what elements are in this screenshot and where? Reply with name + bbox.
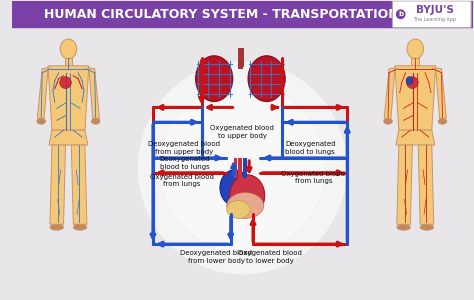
Bar bbox=[243, 158, 247, 178]
Bar bbox=[64, 58, 73, 66]
Polygon shape bbox=[89, 68, 100, 118]
Ellipse shape bbox=[37, 118, 46, 124]
Ellipse shape bbox=[196, 56, 233, 101]
Ellipse shape bbox=[407, 39, 424, 59]
Ellipse shape bbox=[397, 224, 410, 230]
Polygon shape bbox=[418, 145, 434, 224]
Text: Deoxygenated
blood to lungs: Deoxygenated blood to lungs bbox=[160, 156, 210, 169]
Circle shape bbox=[396, 9, 406, 19]
Text: Oxygenated blood
from lungs: Oxygenated blood from lungs bbox=[150, 174, 214, 188]
Ellipse shape bbox=[420, 224, 434, 230]
Bar bbox=[238, 158, 242, 178]
Bar bbox=[234, 158, 237, 178]
Bar bbox=[411, 58, 419, 66]
Polygon shape bbox=[72, 145, 87, 224]
Ellipse shape bbox=[230, 175, 264, 216]
Ellipse shape bbox=[438, 118, 447, 124]
Ellipse shape bbox=[60, 77, 72, 88]
Text: The Learning App: The Learning App bbox=[413, 17, 456, 22]
Text: b: b bbox=[398, 11, 403, 17]
Bar bbox=[238, 48, 243, 66]
Ellipse shape bbox=[73, 224, 87, 230]
Text: Oxygenated blood
to upper body: Oxygenated blood to upper body bbox=[210, 125, 274, 139]
Polygon shape bbox=[48, 66, 89, 130]
Text: BYJU'S: BYJU'S bbox=[416, 5, 454, 15]
Polygon shape bbox=[396, 130, 435, 145]
Ellipse shape bbox=[50, 224, 64, 230]
Ellipse shape bbox=[384, 118, 392, 124]
Text: Oxygenated blood
from lungs: Oxygenated blood from lungs bbox=[282, 171, 345, 184]
Ellipse shape bbox=[248, 56, 285, 101]
Polygon shape bbox=[384, 68, 395, 118]
Ellipse shape bbox=[227, 193, 264, 218]
Bar bbox=[238, 66, 243, 69]
Polygon shape bbox=[436, 68, 447, 118]
Circle shape bbox=[160, 84, 325, 252]
Text: HUMAN CIRCULATORY SYSTEM - TRANSPORTATION: HUMAN CIRCULATORY SYSTEM - TRANSPORTATIO… bbox=[44, 8, 398, 21]
Ellipse shape bbox=[407, 77, 418, 88]
Text: Deoxygenated blood
from upper body: Deoxygenated blood from upper body bbox=[148, 141, 220, 155]
Ellipse shape bbox=[220, 170, 249, 206]
Text: Deoxygenated blood
from lower body: Deoxygenated blood from lower body bbox=[180, 250, 252, 264]
Polygon shape bbox=[37, 68, 48, 118]
Text: Oxygenated blood
to lower body: Oxygenated blood to lower body bbox=[237, 250, 301, 264]
Ellipse shape bbox=[227, 200, 250, 218]
FancyBboxPatch shape bbox=[392, 1, 471, 28]
Bar bbox=[12, 2, 473, 27]
Circle shape bbox=[137, 61, 347, 275]
Polygon shape bbox=[397, 145, 412, 224]
Ellipse shape bbox=[60, 39, 77, 59]
Polygon shape bbox=[50, 145, 65, 224]
Ellipse shape bbox=[91, 118, 100, 124]
Text: Deoxygenated
blood to lungs: Deoxygenated blood to lungs bbox=[285, 141, 336, 155]
Polygon shape bbox=[49, 130, 88, 145]
Ellipse shape bbox=[406, 77, 413, 85]
Polygon shape bbox=[395, 66, 436, 130]
